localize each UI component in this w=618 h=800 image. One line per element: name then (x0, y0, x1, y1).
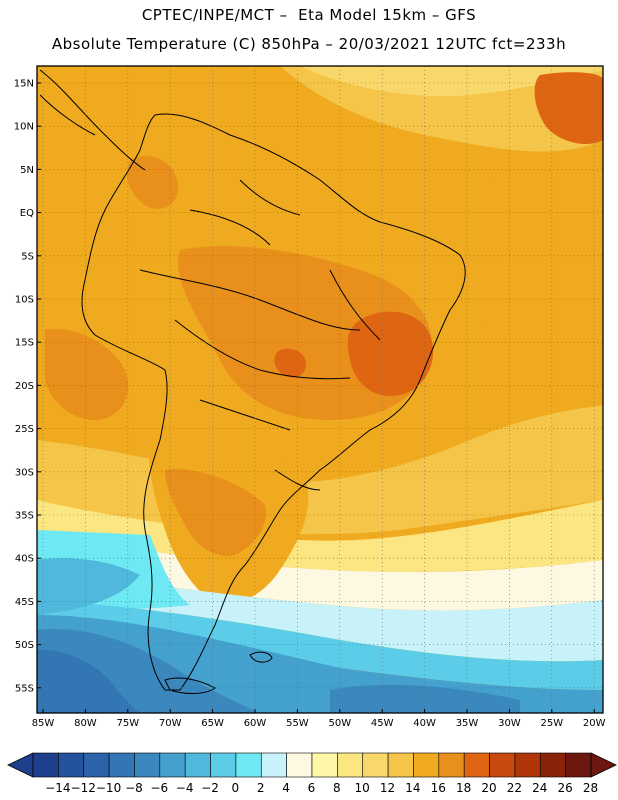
lat-tick-label: 55S (15, 683, 34, 694)
map-frame (36, 65, 604, 714)
chart-title-line2: Absolute Temperature (C) 850hPa – 20/03/… (51, 35, 567, 53)
colorbar-swatch (514, 752, 541, 778)
colorbar-swatch (413, 752, 440, 778)
colorbar-label: −8 (125, 781, 143, 795)
colorbar: −14 −12 −10 −8 −6 −4 −2 0 2 4 6 8 10 12 14 16 18 20 22 24 26… (7, 752, 617, 795)
lon-tick-label: 65W (201, 718, 224, 729)
colorbar-label: 22 (507, 781, 522, 795)
colorbar-label: 28 (583, 781, 598, 795)
lat-tick-label: 10S (15, 295, 34, 306)
continent-outline (81, 113, 466, 691)
colorbar-label: −14 (45, 781, 70, 795)
lon-tick-label: 25W (540, 718, 563, 729)
colorbar-swatch (32, 752, 59, 778)
lon-tick-label: 60W (244, 718, 267, 729)
lon-tick-label: 40W (413, 718, 436, 729)
colorbar-label: −4 (176, 781, 194, 795)
colorbar-swatch (539, 752, 566, 778)
colorbar-label: 24 (532, 781, 547, 795)
colorbar-label: 14 (405, 781, 420, 795)
lon-tick-label: 35W (456, 718, 479, 729)
colorbar-swatch (83, 752, 110, 778)
colorbar-swatch (108, 752, 135, 778)
map-area (37, 66, 603, 713)
lat-tick-label: 5N (20, 165, 34, 176)
colorbar-swatch (210, 752, 237, 778)
lat-tick-label: 40S (15, 554, 34, 565)
lon-tick-label: 75W (116, 718, 139, 729)
lon-tick-label: 85W (32, 718, 55, 729)
lon-tick-label: 50W (328, 718, 351, 729)
longitude-axis: 85W 80W 75W 70W 65W 60W 55W 50W 45W 40W 35W 30W 25W 2… (32, 709, 606, 729)
colorbar-label: 18 (456, 781, 471, 795)
colorbar-swatch (159, 752, 186, 778)
lat-tick-label: 15S (15, 338, 34, 349)
colorbar-swatch (235, 752, 262, 778)
colorbar-swatch (260, 752, 287, 778)
colorbar-swatch (337, 752, 364, 778)
latitude-axis: 15N 10N 5N EQ 5S 10S 15S 20S 25S 30S 35S 40S 45S 50S 5… (14, 79, 41, 694)
colorbar-label: 0 (232, 781, 240, 795)
colorbar-swatch (134, 752, 161, 778)
lon-tick-label: 30W (498, 718, 521, 729)
lat-tick-label: 35S (15, 511, 34, 522)
lat-tick-label: 10N (14, 122, 34, 133)
lat-tick-label: EQ (20, 208, 34, 219)
lat-tick-label: 15N (14, 79, 34, 90)
chart-title-line1: CPTEC/INPE/MCT – Eta Model 15km – GFS (141, 6, 477, 24)
lat-tick-label: 25S (15, 424, 34, 435)
colorbar-swatch (184, 752, 211, 778)
colorbar-label: −6 (150, 781, 168, 795)
colorbar-label: 12 (380, 781, 395, 795)
lon-tick-label: 55W (286, 718, 309, 729)
lat-tick-label: 20S (15, 381, 34, 392)
colorbar-high-arrow (590, 752, 617, 778)
lat-tick-label: 50S (15, 640, 34, 651)
colorbar-swatch (311, 752, 338, 778)
lat-tick-label: 30S (15, 467, 34, 478)
colorbar-swatch (565, 752, 592, 778)
colorbar-label: 6 (308, 781, 316, 795)
colorbar-swatch (438, 752, 465, 778)
colorbar-label: 8 (333, 781, 341, 795)
colorbar-swatch (463, 752, 490, 778)
lat-tick-label: 45S (15, 597, 34, 608)
colorbar-swatch (387, 752, 414, 778)
colorbar-low-arrow (7, 752, 34, 778)
colorbar-label: 20 (481, 781, 496, 795)
lon-tick-label: 70W (159, 718, 182, 729)
colorbar-label: 16 (431, 781, 446, 795)
colorbar-label: 2 (257, 781, 265, 795)
colorbar-swatch (58, 752, 85, 778)
lat-tick-label: 5S (21, 251, 34, 262)
colorbar-swatch (489, 752, 516, 778)
lon-tick-label: 80W (74, 718, 97, 729)
lon-tick-label: 45W (371, 718, 394, 729)
colorbar-swatch (286, 752, 313, 778)
colorbar-swatch (362, 752, 389, 778)
colorbar-label: −10 (96, 781, 121, 795)
colorbar-label: −2 (201, 781, 219, 795)
colorbar-label: −12 (71, 781, 96, 795)
colorbar-label: 10 (355, 781, 370, 795)
colorbar-label: 4 (282, 781, 290, 795)
lon-tick-label: 20W (583, 718, 606, 729)
colorbar-label: 26 (557, 781, 572, 795)
